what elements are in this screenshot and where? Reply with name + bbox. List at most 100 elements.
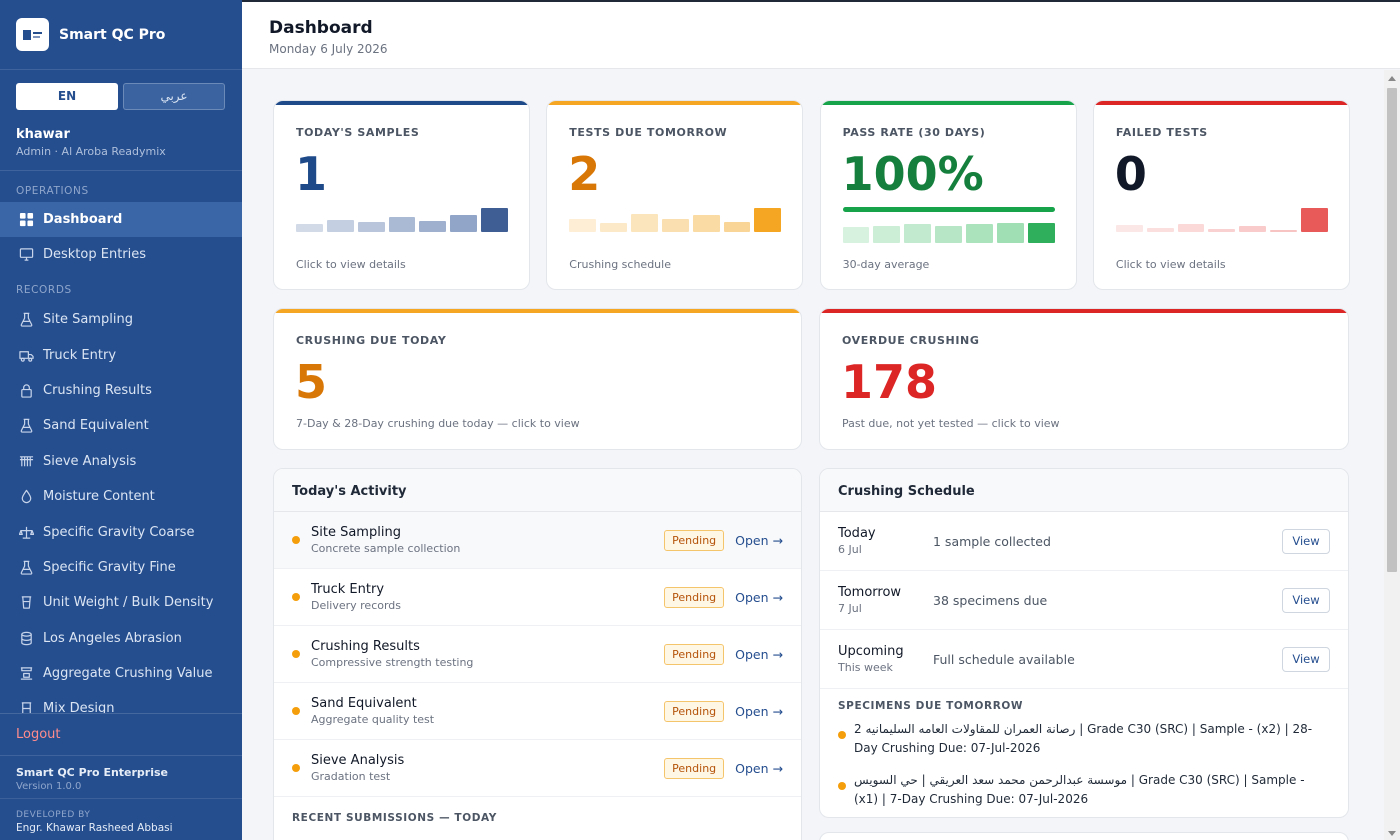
sidebar-item-dashboard[interactable]: Dashboard bbox=[0, 202, 242, 237]
sidebar-item-label: Moisture Content bbox=[43, 489, 155, 505]
footer-developer: Engr. Khawar Rasheed Abbasi bbox=[16, 822, 173, 834]
activity-text: Crushing Results Compressive strength tes… bbox=[311, 639, 664, 669]
page-header: Dashboard Monday 6 July 2026 bbox=[242, 0, 1400, 69]
nav-section-records: RECORDS bbox=[16, 284, 72, 296]
trend-bar bbox=[904, 223, 932, 243]
specimen-item: رصانة العمران للمقاولات العامه السليماني… bbox=[820, 720, 1348, 758]
container-icon bbox=[18, 595, 34, 611]
open-link[interactable]: Open → bbox=[735, 532, 783, 548]
sidebar-item-crushing-results[interactable]: Crushing Results bbox=[0, 373, 242, 408]
schedule-description: 1 sample collected bbox=[933, 533, 1051, 549]
scrollbar[interactable] bbox=[1384, 70, 1400, 840]
sidebar-item-sand-equivalent[interactable]: Sand Equivalent bbox=[0, 408, 242, 443]
scale-icon bbox=[18, 524, 34, 540]
view-button[interactable]: View bbox=[1282, 646, 1330, 672]
view-button[interactable]: View bbox=[1282, 528, 1330, 554]
crushing-schedule-panel: Crushing Schedule Today 6 Jul 1 sample col… bbox=[819, 468, 1349, 818]
trend-bar bbox=[1146, 227, 1174, 232]
crushing-due-today-card[interactable]: CRUSHING DUE TODAY 5 7-Day & 28-Day crus… bbox=[273, 308, 802, 450]
panel-title: Crushing Schedule bbox=[820, 469, 1348, 512]
footer-version: Version 1.0.0 bbox=[16, 781, 82, 792]
status-dot bbox=[838, 782, 846, 790]
sidebar-item-aggregate-crushing-value[interactable]: Aggregate Crushing Value bbox=[0, 656, 242, 691]
card-footnote: Click to view details bbox=[1115, 258, 1226, 271]
overdue-crushing-card[interactable]: OVERDUE CRUSHING 178 Past due, not yet t… bbox=[819, 308, 1349, 450]
trend-bar bbox=[966, 223, 993, 243]
list-item[interactable]: Sand Equivalent Aggregate quality test Pen… bbox=[274, 683, 801, 740]
trend-bar bbox=[1239, 226, 1267, 232]
schedule-day: Upcoming bbox=[838, 644, 904, 659]
activity-title: Sieve Analysis bbox=[311, 753, 405, 768]
scroll-down-icon[interactable] bbox=[1388, 831, 1396, 836]
lang-ar-button[interactable]: عربي bbox=[123, 82, 225, 110]
activity-subtitle: Concrete sample collection bbox=[311, 542, 461, 555]
logout-button[interactable]: Logout bbox=[0, 714, 242, 756]
scroll-thumb[interactable] bbox=[1387, 88, 1397, 572]
schedule-when: Today 6 Jul bbox=[838, 526, 933, 556]
flask-icon bbox=[18, 559, 34, 575]
status-dot bbox=[292, 536, 300, 544]
list-item[interactable]: Site Sampling Concrete sample collection P… bbox=[274, 512, 801, 569]
card-value: 1 bbox=[295, 147, 328, 201]
view-button[interactable]: View bbox=[1282, 587, 1330, 613]
sidebar-item-los-angeles-abrasion[interactable]: Los Angeles Abrasion bbox=[0, 621, 242, 656]
list-item[interactable]: Crushing Results Compressive strength tes… bbox=[274, 626, 801, 683]
next-panel bbox=[819, 832, 1349, 840]
sieve-icon bbox=[18, 453, 34, 469]
truck-icon bbox=[18, 347, 34, 363]
schedule-description: 38 specimens due bbox=[933, 592, 1048, 608]
sidebar-item-site-sampling[interactable]: Site Sampling bbox=[0, 302, 242, 337]
pass-rate-card[interactable]: PASS RATE (30 DAYS) 100% 30-day average bbox=[819, 100, 1077, 290]
sidebar-item-desktop-entries[interactable]: Desktop Entries bbox=[0, 237, 242, 272]
sidebar: Smart QC Pro EN عربي khawar Admin · Al A… bbox=[0, 0, 242, 840]
sidebar-item-label: Site Sampling bbox=[43, 312, 133, 328]
scroll-up-icon[interactable] bbox=[1388, 76, 1396, 81]
trend-bar bbox=[1270, 230, 1298, 232]
lang-en-button[interactable]: EN bbox=[16, 82, 118, 110]
open-link[interactable]: Open → bbox=[735, 589, 783, 605]
sidebar-item-unit-weight-bulk-density[interactable]: Unit Weight / Bulk Density bbox=[0, 585, 242, 620]
card-footnote: 30-day average bbox=[842, 258, 930, 271]
sidebar-item-label: Specific Gravity Fine bbox=[43, 559, 176, 575]
status-badge: Pending bbox=[664, 643, 725, 665]
sidebar-item-specific-gravity-coarse[interactable]: Specific Gravity Coarse bbox=[0, 514, 242, 549]
todays-samples-card[interactable]: TODAY'S SAMPLES 1 Click to view details bbox=[273, 100, 530, 290]
todays-activity-panel: Today's Activity Site Sampling Concrete s… bbox=[273, 468, 802, 840]
failed-tests-card[interactable]: FAILED TESTS 0 Click to view details bbox=[1092, 100, 1350, 290]
trend-bar bbox=[1301, 208, 1328, 232]
nav-section-operations: OPERATIONS bbox=[16, 185, 89, 197]
card-footnote: 7-Day & 28-Day crushing due today — clic… bbox=[296, 417, 580, 430]
activity-text: Sieve Analysis Gradation test bbox=[311, 753, 664, 783]
trend-bar bbox=[1115, 225, 1143, 232]
schedule-row: Tomorrow 7 Jul 38 specimens due View bbox=[820, 571, 1348, 630]
open-link[interactable]: Open → bbox=[735, 760, 783, 776]
tests-due-tomorrow-card[interactable]: TESTS DUE TOMORROW 2 Crushing schedule bbox=[546, 100, 804, 290]
sidebar-item-moisture-content[interactable]: Moisture Content bbox=[0, 479, 242, 514]
trend-bar bbox=[692, 215, 720, 232]
card-value: 5 bbox=[295, 355, 328, 409]
card-value: 2 bbox=[568, 147, 601, 201]
grid-icon bbox=[18, 212, 34, 228]
droplet-icon bbox=[18, 489, 34, 505]
sidebar-item-specific-gravity-fine[interactable]: Specific Gravity Fine bbox=[0, 550, 242, 585]
main-area: Dashboard Monday 6 July 2026 TODAY'S SAM… bbox=[242, 0, 1400, 840]
card-label: CRUSHING DUE TODAY bbox=[296, 334, 447, 347]
card-accent bbox=[1093, 101, 1349, 105]
list-item[interactable]: Truck Entry Delivery records Pending Open → bbox=[274, 569, 801, 626]
specimen-text: رصانة العمران للمقاولات العامه السليماني… bbox=[854, 722, 1313, 755]
trend-sparkbars bbox=[296, 204, 509, 232]
activity-title: Truck Entry bbox=[311, 582, 385, 597]
open-link[interactable]: Open → bbox=[735, 646, 783, 662]
sidebar-item-label: Unit Weight / Bulk Density bbox=[43, 595, 214, 611]
lock-icon bbox=[18, 382, 34, 398]
sidebar-item-truck-entry[interactable]: Truck Entry bbox=[0, 337, 242, 372]
trend-bar bbox=[481, 208, 509, 232]
list-item[interactable]: Sieve Analysis Gradation test Pending Open … bbox=[274, 740, 801, 797]
recent-submissions-label: RECENT SUBMISSIONS — TODAY bbox=[292, 812, 497, 824]
card-label: FAILED TESTS bbox=[1115, 126, 1208, 139]
open-link[interactable]: Open → bbox=[735, 703, 783, 719]
sidebar-item-sieve-analysis[interactable]: Sieve Analysis bbox=[0, 444, 242, 479]
press-icon bbox=[18, 666, 34, 682]
card-footnote: Past due, not yet tested — click to view bbox=[842, 417, 1060, 430]
trend-bar bbox=[873, 225, 901, 243]
